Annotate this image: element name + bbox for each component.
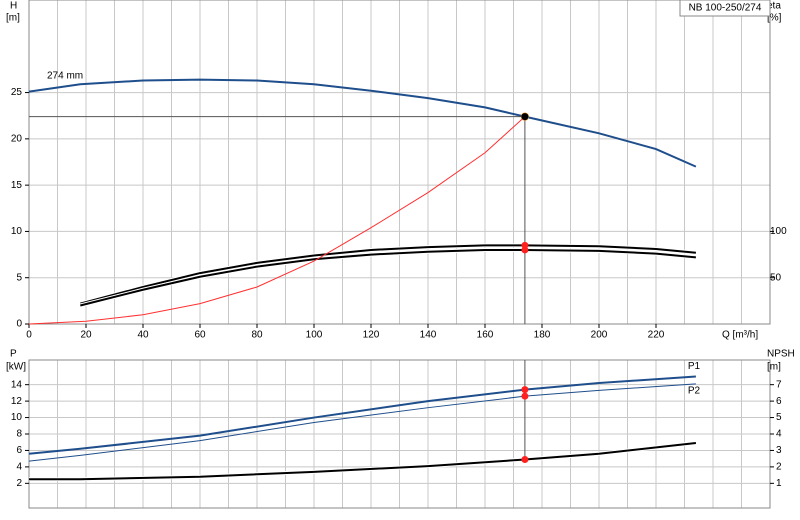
series-label: P1 <box>688 361 701 372</box>
y-tick-label: 10 <box>11 412 23 423</box>
y-tick-label: 12 <box>11 396 23 407</box>
y-tick-label: 20 <box>11 133 23 144</box>
series-label: P2 <box>688 385 701 396</box>
y-axis-label: H <box>10 1 17 12</box>
y-tick-label: 2 <box>16 478 22 489</box>
y2-tick-label: 4 <box>776 429 782 440</box>
x-tick-label: 80 <box>251 330 263 341</box>
y2-axis-unit: [%] <box>767 13 782 24</box>
data-line <box>80 248 696 307</box>
y2-tick-label: 100 <box>770 226 787 237</box>
x-axis-label: Q [m³/h] <box>722 330 758 341</box>
y2-axis-label: eta <box>767 1 781 12</box>
title-box <box>679 0 771 17</box>
y2-tick-label: 2 <box>776 462 782 473</box>
chart-title: NB 100-250/274 <box>689 3 762 14</box>
y-tick-label: 8 <box>16 429 22 440</box>
data-line <box>28 383 696 462</box>
y-tick-label: 25 <box>11 87 23 98</box>
plot-frame <box>28 0 771 325</box>
y2-tick-label: 3 <box>776 445 782 456</box>
y2-axis-unit: [m] <box>767 362 781 373</box>
series-label: 274 mm <box>47 70 83 81</box>
x-tick-label: 0 <box>26 330 32 341</box>
y2-tick-label: 7 <box>776 379 782 390</box>
y-tick-label: 10 <box>11 226 23 237</box>
data-line <box>28 375 696 455</box>
duty-point <box>521 246 529 254</box>
data-line <box>80 244 696 305</box>
data-line <box>29 442 697 481</box>
duty-point <box>521 455 529 463</box>
y2-tick-label: 6 <box>776 396 782 407</box>
x-tick-label: 40 <box>137 330 149 341</box>
x-tick-label: 120 <box>363 330 380 341</box>
y-axis-unit: [m] <box>6 13 20 24</box>
y2-tick-label: 1 <box>776 478 782 489</box>
y-axis-label: P <box>10 349 17 360</box>
data-line <box>28 116 526 325</box>
y-axis-unit: [kW] <box>6 362 26 373</box>
duty-point <box>521 386 529 394</box>
duty-point <box>521 113 529 121</box>
y-tick-label: 4 <box>16 462 22 473</box>
x-tick-label: 180 <box>534 330 551 341</box>
x-tick-label: 100 <box>306 330 323 341</box>
y-tick-label: 6 <box>16 445 22 456</box>
x-tick-label: 60 <box>194 330 206 341</box>
x-tick-label: 200 <box>591 330 608 341</box>
y-tick-label: 0 <box>16 319 22 330</box>
x-tick-label: 220 <box>648 330 665 341</box>
y-tick-label: 5 <box>16 272 22 283</box>
data-line <box>28 78 697 168</box>
y-tick-label: 15 <box>11 180 23 191</box>
y2-tick-label: 5 <box>776 412 782 423</box>
y-tick-label: 14 <box>11 379 23 390</box>
x-tick-label: 20 <box>80 330 92 341</box>
x-tick-label: 160 <box>477 330 494 341</box>
duty-point <box>521 392 529 400</box>
x-tick-label: 140 <box>420 330 437 341</box>
y2-axis-label: NPSH <box>767 349 795 360</box>
y2-tick-label: 50 <box>770 272 782 283</box>
